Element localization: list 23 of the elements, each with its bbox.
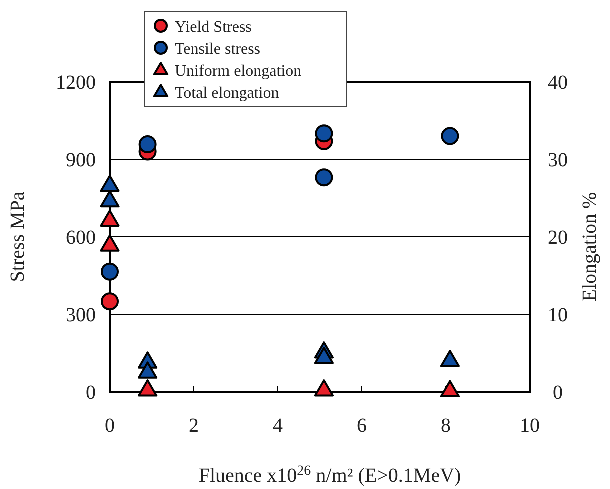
y-tick-label: 600 (66, 227, 96, 249)
x-axis-title: Fluence x10$^{26}$ n/m² (E>0.1MeV) (198, 464, 462, 487)
y2-tick-label: 0 (553, 382, 563, 404)
y2-tick-label: 30 (548, 150, 568, 172)
x-tick-label: 10 (520, 415, 540, 437)
legend-label: Tensile stress (175, 41, 261, 58)
x-tick-label: 8 (441, 415, 451, 437)
y2-tick-label: 10 (548, 304, 568, 326)
x-tick-label: 4 (273, 415, 283, 437)
y2-axis-title: Elongation % (579, 192, 601, 302)
y2-tick-label: 40 (548, 72, 568, 94)
legend-label: Yield Stress (175, 19, 252, 36)
x-tick-label: 0 (105, 415, 115, 437)
legend-label: Uniform elongation (175, 63, 302, 80)
legend-label: Total elongation (175, 85, 280, 102)
x-tick-label: 2 (189, 415, 199, 437)
y-axis-title: Stress MPa (7, 192, 29, 282)
x-tick-label: 6 (357, 415, 367, 437)
y2-tick-label: 20 (548, 227, 568, 249)
y-tick-label: 0 (86, 382, 96, 404)
y-tick-label: 900 (66, 150, 96, 172)
y-tick-label: 1200 (56, 72, 96, 94)
y-tick-label: 300 (66, 304, 96, 326)
